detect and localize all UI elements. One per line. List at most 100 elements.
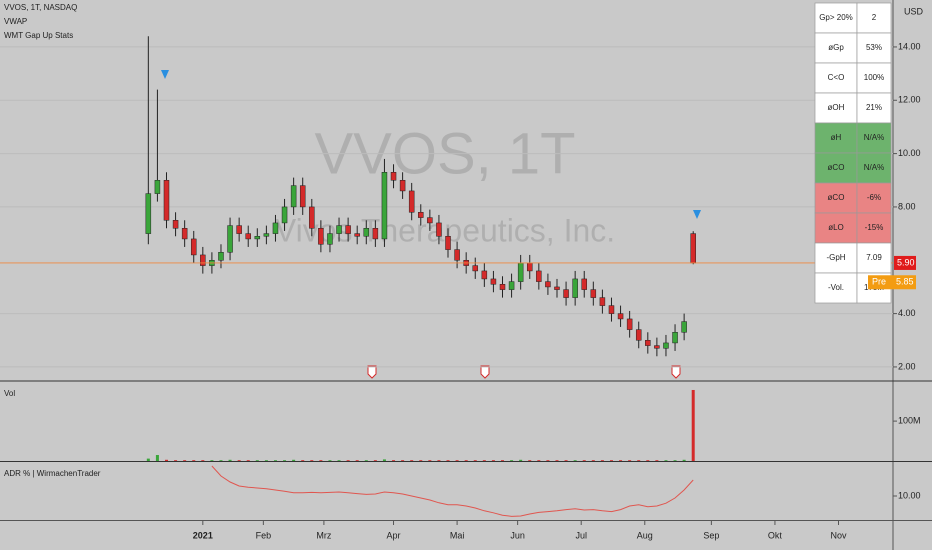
volume-bar <box>174 460 178 461</box>
candle-body <box>663 342 669 349</box>
candle-body <box>554 286 560 290</box>
y-tick-label: 10.00 <box>898 490 921 500</box>
volume-bar <box>337 460 341 461</box>
candle-body <box>363 228 370 237</box>
candle-body <box>581 278 587 290</box>
candle-body <box>445 236 451 250</box>
volume-bar <box>164 459 168 461</box>
stats-table: Gp> 20% 2 øGp 53% C<O 100% øOH 21% øH N/A% øCO N/A%… <box>814 2 892 304</box>
adr-line <box>211 465 694 517</box>
candle-body <box>617 313 624 320</box>
table-value: -6% <box>867 193 881 202</box>
volume-bar <box>355 460 359 461</box>
x-tick-label: Mai <box>450 530 465 540</box>
volume-bar <box>464 460 468 461</box>
candle-body <box>281 206 288 224</box>
candle-body <box>654 345 660 349</box>
candle-body <box>354 233 360 237</box>
earnings-markers <box>367 365 681 379</box>
volume-bar <box>591 460 595 461</box>
gap-marker <box>161 70 169 79</box>
table-cell <box>856 92 892 124</box>
table-label: øOH <box>828 103 845 112</box>
table-cell <box>814 272 858 304</box>
candle-body <box>572 278 578 298</box>
volume-bar <box>382 459 386 461</box>
x-tick-label: Feb <box>256 530 272 540</box>
candle-body <box>309 206 315 229</box>
candle-body <box>427 217 433 224</box>
volume-bar <box>201 460 205 461</box>
volume-bar <box>346 460 350 461</box>
volume-bar <box>555 460 559 461</box>
y-tick-label: 10.00 <box>898 148 921 158</box>
candle-body <box>181 228 188 240</box>
volume-bar <box>410 460 414 461</box>
volume-bar <box>328 460 332 461</box>
table-value: N/A% <box>864 163 884 172</box>
candle-body <box>408 190 415 213</box>
table-cell <box>856 212 892 244</box>
volume-bar <box>673 460 677 461</box>
y-tick-label: 2.00 <box>898 361 916 371</box>
volume-bar <box>655 460 659 461</box>
volume-bar <box>482 460 486 461</box>
candle-body <box>454 249 460 261</box>
earnings-marker <box>480 365 490 379</box>
table-value: N/A% <box>864 133 884 142</box>
candle-body <box>145 193 152 234</box>
indicator-label: VWAP <box>4 17 27 26</box>
table-cell <box>856 182 892 214</box>
candle-body <box>436 222 442 237</box>
volume-bar <box>228 459 232 461</box>
candle-body <box>418 212 424 218</box>
candle-body <box>236 225 242 234</box>
watermark-subtitle: Vivos Therapeutics, Inc. <box>275 212 615 248</box>
volume-bar <box>283 460 287 461</box>
y-tick-label: 100M <box>898 415 921 425</box>
table-cell <box>814 152 858 184</box>
volume-bar <box>237 460 241 461</box>
table-label: -Vol. <box>828 283 844 292</box>
x-tick-label: Sep <box>703 530 719 540</box>
candle-body <box>481 270 488 280</box>
plot-area: 2.00 4.00 8.00 10.00 12.00 14.00 Vol 100M ADR % … <box>0 36 921 540</box>
candle-body <box>299 185 306 208</box>
candle-body <box>390 172 397 181</box>
volume-bar <box>619 460 623 461</box>
volume-bar <box>146 458 150 461</box>
table-label: Gp> 20% <box>819 13 853 22</box>
table-cell <box>814 2 858 34</box>
candle-body <box>608 305 615 314</box>
volume-bar <box>446 460 450 461</box>
volume-bar <box>546 460 550 461</box>
candle-body <box>672 332 678 344</box>
volume-bar <box>573 460 577 461</box>
candle-body <box>545 281 551 288</box>
candle-body <box>645 340 651 346</box>
candle-body <box>245 233 251 240</box>
volume-bar <box>273 460 277 461</box>
volume-bar <box>401 460 405 461</box>
premarket-value: 5.85 <box>896 277 914 287</box>
table-value: 21% <box>866 103 882 112</box>
volume-bar <box>301 460 305 461</box>
volume-bar <box>646 460 650 461</box>
volume-bar <box>637 460 641 461</box>
table-cell <box>856 2 892 34</box>
volume-bar <box>310 460 314 461</box>
table-label: øH <box>831 133 842 142</box>
candle-body <box>318 228 324 245</box>
volume-bar <box>437 460 441 461</box>
candle-body <box>499 284 506 290</box>
table-value: -15% <box>865 223 884 232</box>
volume-bar <box>691 389 695 461</box>
candle-body <box>190 238 197 256</box>
candle-body <box>526 262 533 272</box>
volume-bar <box>582 460 586 461</box>
x-tick-label: Apr <box>387 530 401 540</box>
candle-body <box>635 329 642 341</box>
candle-body <box>345 225 351 234</box>
volume-bar <box>192 460 196 461</box>
